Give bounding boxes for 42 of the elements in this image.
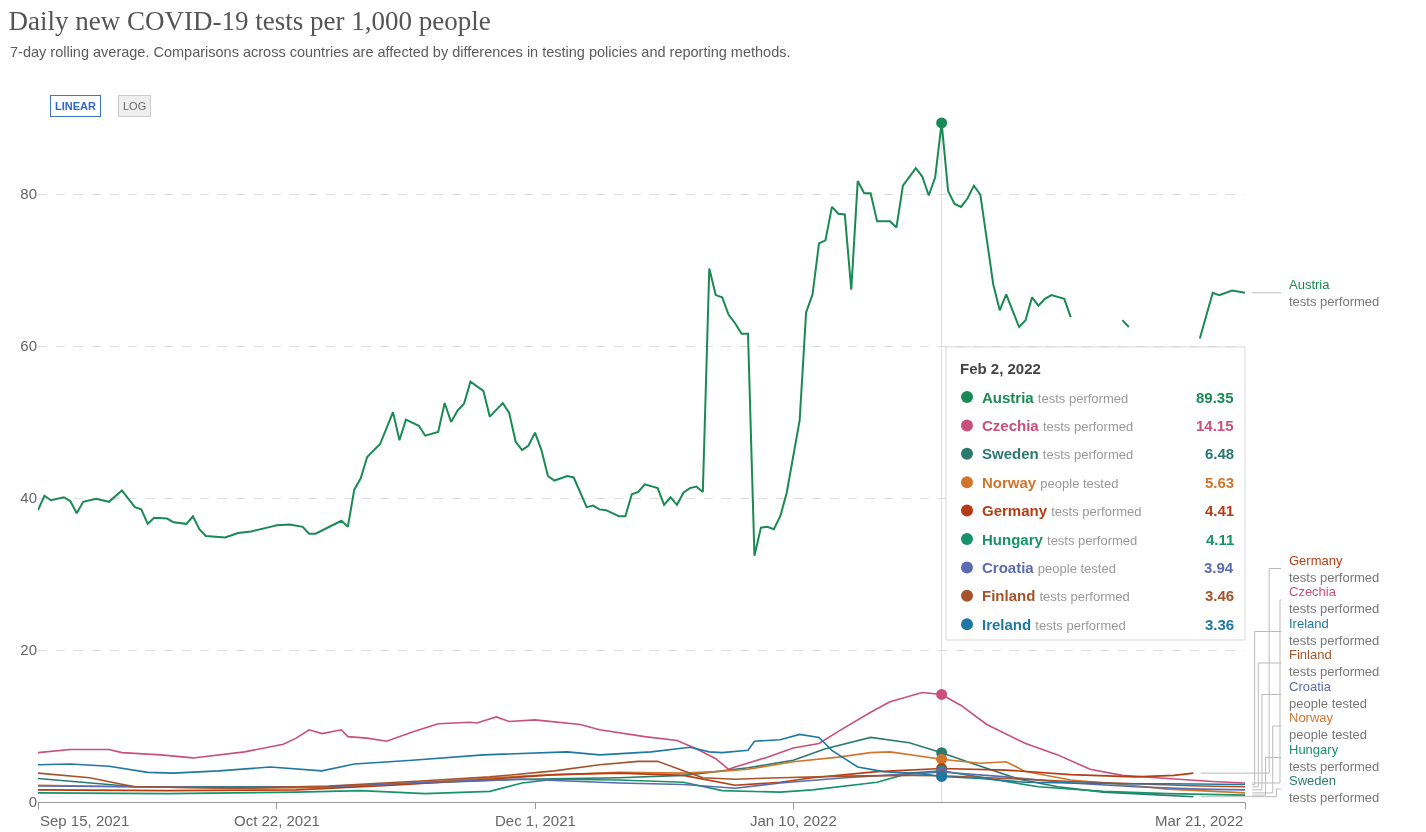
x-tick-label: Dec 1, 2021 [495,812,576,829]
text: Finland tests performed [1289,647,1380,679]
legend-label: Finland tests performed [982,587,1130,604]
annotation: 3.46 [1205,587,1235,604]
text: Austria tests performed [1289,277,1380,309]
chart-subtitle: 7-day rolling average. Comparisons across countries are affected by differences in testing policies and reporting methods. [10,44,791,60]
annotation: 3.36 [1205,616,1235,633]
text: Croatia people tested [1289,679,1368,711]
y-tick-label: 60 [20,337,37,355]
y-tick-label: 0 [28,793,37,811]
annotation: 4.41 [1205,502,1235,519]
legend-label: Norway people tested [982,474,1119,491]
x-tick-label: Sep 15, 2021 [40,812,130,829]
legend-label: Austria tests performed [982,389,1129,406]
x-tick-label: Oct 22, 2021 [234,812,320,829]
annotation: 6.48 [1205,445,1235,462]
legend-label: Croatia people tested [982,559,1116,576]
legend-label: Czechia tests performed [982,417,1134,434]
chart-title: Daily new COVID-19 tests per 1,000 people [8,6,491,37]
y-tick-label: 80 [20,185,37,203]
text: Norway people tested [1289,710,1368,742]
annotation: 4.11 [1206,531,1235,548]
annotation: 3.94 [1204,559,1234,576]
text: LINEAR [55,100,96,112]
y-tick-label: 20 [20,641,37,659]
legend-label: Sweden tests performed [982,445,1134,462]
text: Ireland tests performed [1289,616,1380,648]
x-tick-label: Mar 21, 2022 [1155,812,1244,829]
text: Germany tests performed [1289,553,1380,585]
annotation: 89.35 [1196,389,1234,406]
text: Hungary tests performed [1289,742,1380,774]
annotation: Feb 2, 2022 [960,360,1041,377]
text: Sweden tests performed [1289,773,1380,805]
legend-label: Hungary tests performed [982,531,1138,548]
x-tick-label: Jan 10, 2022 [750,812,837,829]
annotation: 5.63 [1205,474,1235,491]
legend-label: Germany tests performed [982,502,1142,519]
annotation: 14.15 [1196,417,1234,434]
legend-label: Ireland tests performed [982,616,1126,633]
text: Czechia tests performed [1289,584,1380,616]
y-tick-label: 40 [20,489,37,507]
text: LOG [123,100,147,112]
